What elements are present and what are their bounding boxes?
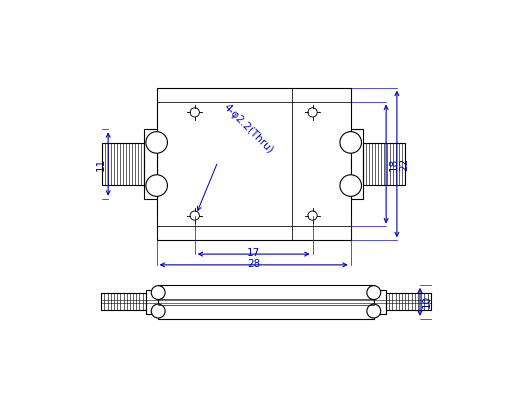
Circle shape — [367, 304, 381, 318]
Bar — [144, 129, 157, 198]
Circle shape — [340, 175, 362, 196]
Text: 10: 10 — [422, 295, 432, 309]
Text: 11: 11 — [96, 157, 106, 171]
Bar — [386, 294, 431, 310]
Bar — [351, 129, 363, 198]
Text: 22: 22 — [399, 157, 409, 171]
Circle shape — [340, 132, 362, 153]
Text: 18: 18 — [389, 157, 398, 171]
Bar — [146, 289, 158, 314]
Circle shape — [151, 286, 165, 299]
Text: 28: 28 — [247, 259, 260, 269]
Bar — [374, 289, 386, 314]
Circle shape — [367, 286, 381, 299]
Bar — [102, 143, 144, 185]
Circle shape — [146, 132, 167, 153]
Bar — [101, 294, 146, 310]
Circle shape — [146, 175, 167, 196]
Bar — [363, 143, 406, 185]
Circle shape — [151, 304, 165, 318]
Bar — [158, 285, 374, 319]
Text: 17: 17 — [247, 248, 260, 258]
Text: 4-φ2.2(Thru): 4-φ2.2(Thru) — [222, 102, 275, 156]
Bar — [157, 88, 351, 240]
